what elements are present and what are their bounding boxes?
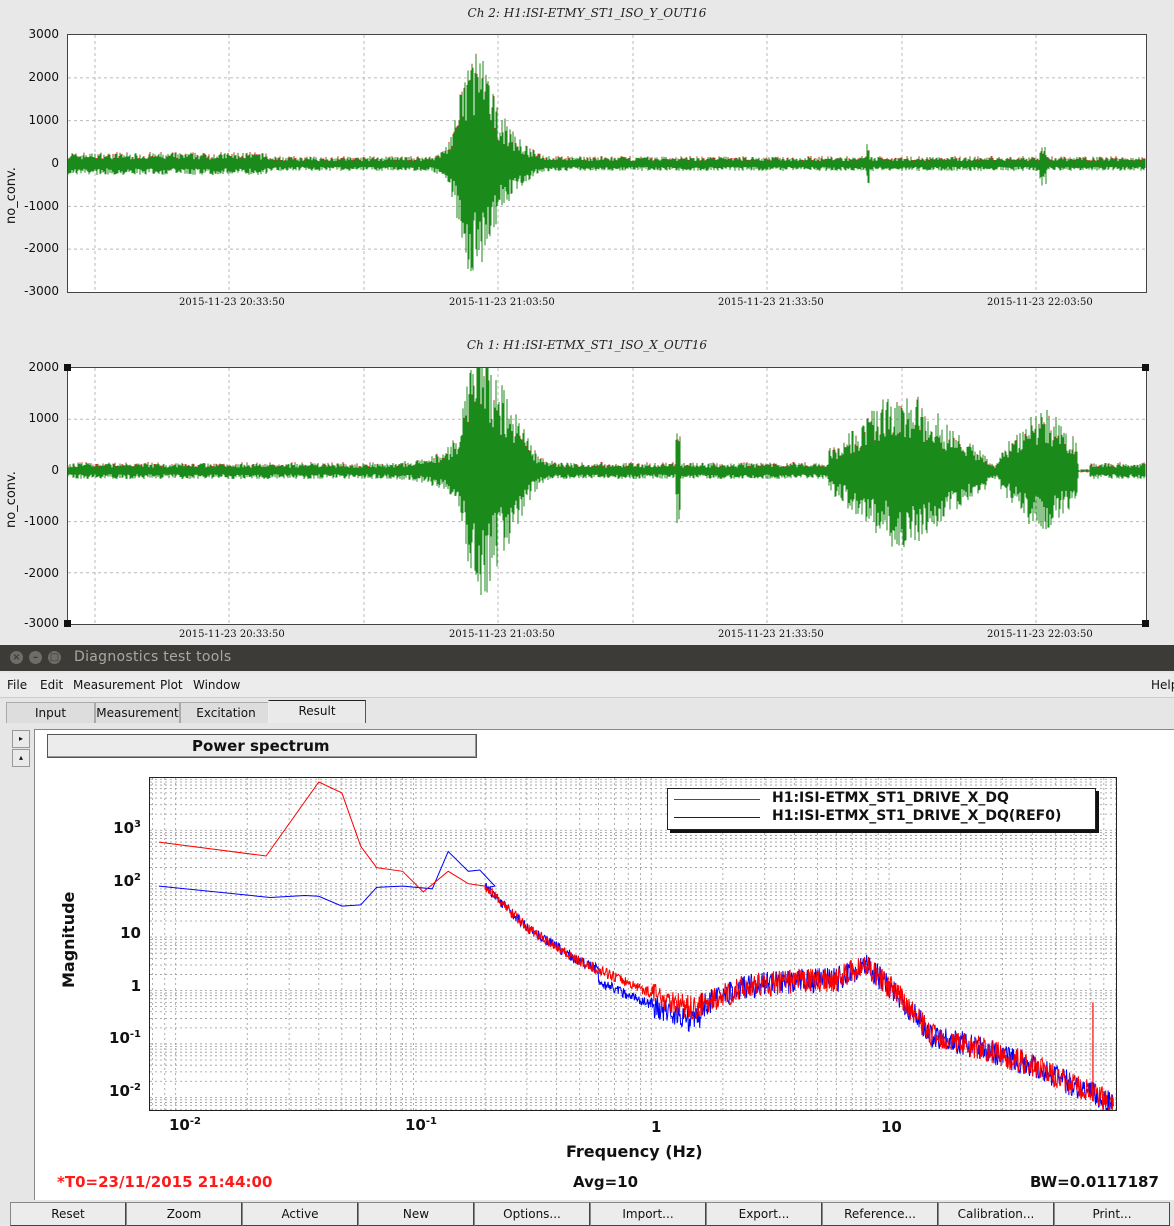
t0-status: *T0=23/11/2015 21:44:00 (57, 1173, 273, 1191)
trace-green (67, 339, 1146, 596)
menu-plot[interactable]: Plot (160, 678, 183, 692)
resize-handle[interactable] (1142, 620, 1149, 627)
collapse-arrow-icon[interactable]: ▴ (12, 749, 30, 767)
ps-xlabel: Frequency (Hz) (566, 1142, 703, 1161)
ts1-trace-svg (67, 35, 1146, 292)
ts2-title: Ch 1: H1:ISI-ETMX_ST1_ISO_X_OUT16 (466, 338, 708, 352)
plot-type-label[interactable]: Power spectrum (47, 734, 477, 758)
spectrum-plot[interactable] (149, 777, 1117, 1114)
print-button[interactable]: Print... (1054, 1202, 1170, 1226)
menu-file[interactable]: File (7, 678, 28, 692)
timeseries-area: Ch 2: H1:ISI-ETMY_ST1_ISO_Y_OUT16 no_con… (4, 6, 1149, 640)
ps-xtick: 10 (881, 1118, 902, 1136)
ts1-xtick: 2015-11-23 20:33:50 (179, 297, 285, 308)
new-button[interactable]: New (358, 1202, 474, 1226)
bw-status: BW=0.0117187 (1030, 1173, 1159, 1191)
tab-excitation[interactable]: Excitation (180, 702, 272, 723)
ps-ytick: 1 (130, 977, 141, 995)
options-button[interactable]: Options... (474, 1202, 590, 1226)
avg-status: Avg=10 (573, 1173, 639, 1191)
ps-ytick: 10 (120, 924, 141, 942)
ts1-ytick: 0 (51, 156, 59, 170)
ps-ytick: 10-1 (109, 1029, 141, 1047)
ts1-xtick: 2015-11-23 21:03:50 (449, 297, 555, 308)
spectrum-red-trace (158, 781, 1114, 1114)
close-icon[interactable]: × (10, 651, 23, 664)
ps-ylabel: Magnitude (59, 891, 78, 988)
ts1-ytick: -1000 (24, 199, 59, 213)
maximize-icon[interactable]: □ (48, 651, 61, 664)
ts1-ytick: -3000 (24, 284, 59, 298)
ts2-xtick: 2015-11-23 20:33:50 (179, 629, 285, 640)
reset-button[interactable]: Reset (10, 1202, 126, 1226)
resize-handle[interactable] (64, 364, 71, 371)
ts1-ytick: 3000 (28, 27, 59, 41)
resize-handle[interactable] (64, 620, 71, 627)
ts1-xtick: 2015-11-23 22:03:50 (987, 297, 1093, 308)
ts1-ylabel: no_conv. (4, 167, 19, 224)
ps-ytick: 102 (113, 872, 141, 890)
menu-measurement[interactable]: Measurement (73, 678, 156, 692)
menu-edit[interactable]: Edit (40, 678, 64, 692)
ps-xtick: 10-2 (169, 1116, 201, 1134)
tab-input[interactable]: Input (6, 702, 95, 723)
menu-help[interactable]: Help (1151, 678, 1174, 692)
import-button[interactable]: Import... (590, 1202, 706, 1226)
spectrum-blue-trace (158, 850, 1114, 1114)
dtt-window: × – □ Diagnostics test tools File Edit M… (0, 645, 1174, 1226)
ts2-xtick: 2015-11-23 22:03:50 (987, 629, 1093, 640)
ps-ytick: 10-2 (109, 1082, 141, 1100)
tab-measurement[interactable]: Measurement (95, 702, 180, 723)
reference-button[interactable]: Reference... (822, 1202, 938, 1226)
ts1-xtick: 2015-11-23 21:33:50 (718, 297, 824, 308)
plot-type-text: Power spectrum (192, 737, 330, 755)
ts2-xtick: 2015-11-23 21:33:50 (718, 629, 824, 640)
zoom-button[interactable]: Zoom (126, 1202, 242, 1226)
ts1-plot[interactable] (67, 34, 1147, 293)
window-titlebar[interactable]: × – □ Diagnostics test tools (0, 645, 1174, 671)
ts2-ytick: -1000 (24, 514, 59, 528)
ts2-xtick: 2015-11-23 21:03:50 (449, 629, 555, 640)
legend-entry: H1:ISI-ETMX_ST1_DRIVE_X_DQ(REF0) (772, 808, 1062, 824)
tab-bar: Input Measurement Excitation Result (0, 700, 1174, 724)
trace-red-peaks (67, 53, 1146, 164)
calibration-button[interactable]: Calibration... (938, 1202, 1054, 1226)
ps-ytick: 103 (113, 819, 141, 837)
resize-handle[interactable] (1142, 364, 1149, 371)
trace-green (67, 54, 1146, 272)
button-bar: Reset Zoom Active New Options... Import.… (0, 1200, 1174, 1226)
ts1-ytick: 1000 (28, 113, 59, 127)
ts2-plot[interactable] (67, 338, 1147, 625)
ts1-title: Ch 2: H1:ISI-ETMY_ST1_ISO_Y_OUT16 (467, 6, 707, 20)
ts2-ytick: 1000 (28, 411, 59, 425)
menu-window[interactable]: Window (193, 678, 241, 692)
ts2-ytick: 2000 (28, 360, 59, 374)
window-title: Diagnostics test tools (74, 649, 232, 665)
result-panel: Power spectrum Magnitude 103 102 10 1 10… (34, 729, 1174, 1201)
ts2-ytick: 0 (51, 463, 59, 477)
ts1-ytick: 2000 (28, 70, 59, 84)
menubar: File Edit Measurement Plot Window Help (0, 673, 1174, 698)
ts1-ytick: -2000 (24, 241, 59, 255)
legend[interactable]: H1:ISI-ETMX_ST1_DRIVE_X_DQ H1:ISI-ETMX_S… (667, 788, 1096, 830)
ps-xtick: 1 (651, 1118, 662, 1136)
active-button[interactable]: Active (242, 1202, 358, 1226)
legend-line-blue (674, 817, 760, 818)
tab-result[interactable]: Result (268, 700, 366, 723)
ts2-ytick: -3000 (24, 616, 59, 630)
ts2-trace-svg (67, 338, 1146, 624)
legend-line-red (674, 799, 760, 800)
export-button[interactable]: Export... (706, 1202, 822, 1226)
expand-arrow-icon[interactable]: ▸ (12, 730, 30, 748)
ps-xtick: 10-1 (405, 1116, 437, 1134)
ts2-ytick: -2000 (24, 566, 59, 580)
legend-entry: H1:ISI-ETMX_ST1_DRIVE_X_DQ (772, 790, 1009, 806)
spectrum-svg (150, 778, 1117, 1114)
minimize-icon[interactable]: – (29, 651, 42, 664)
